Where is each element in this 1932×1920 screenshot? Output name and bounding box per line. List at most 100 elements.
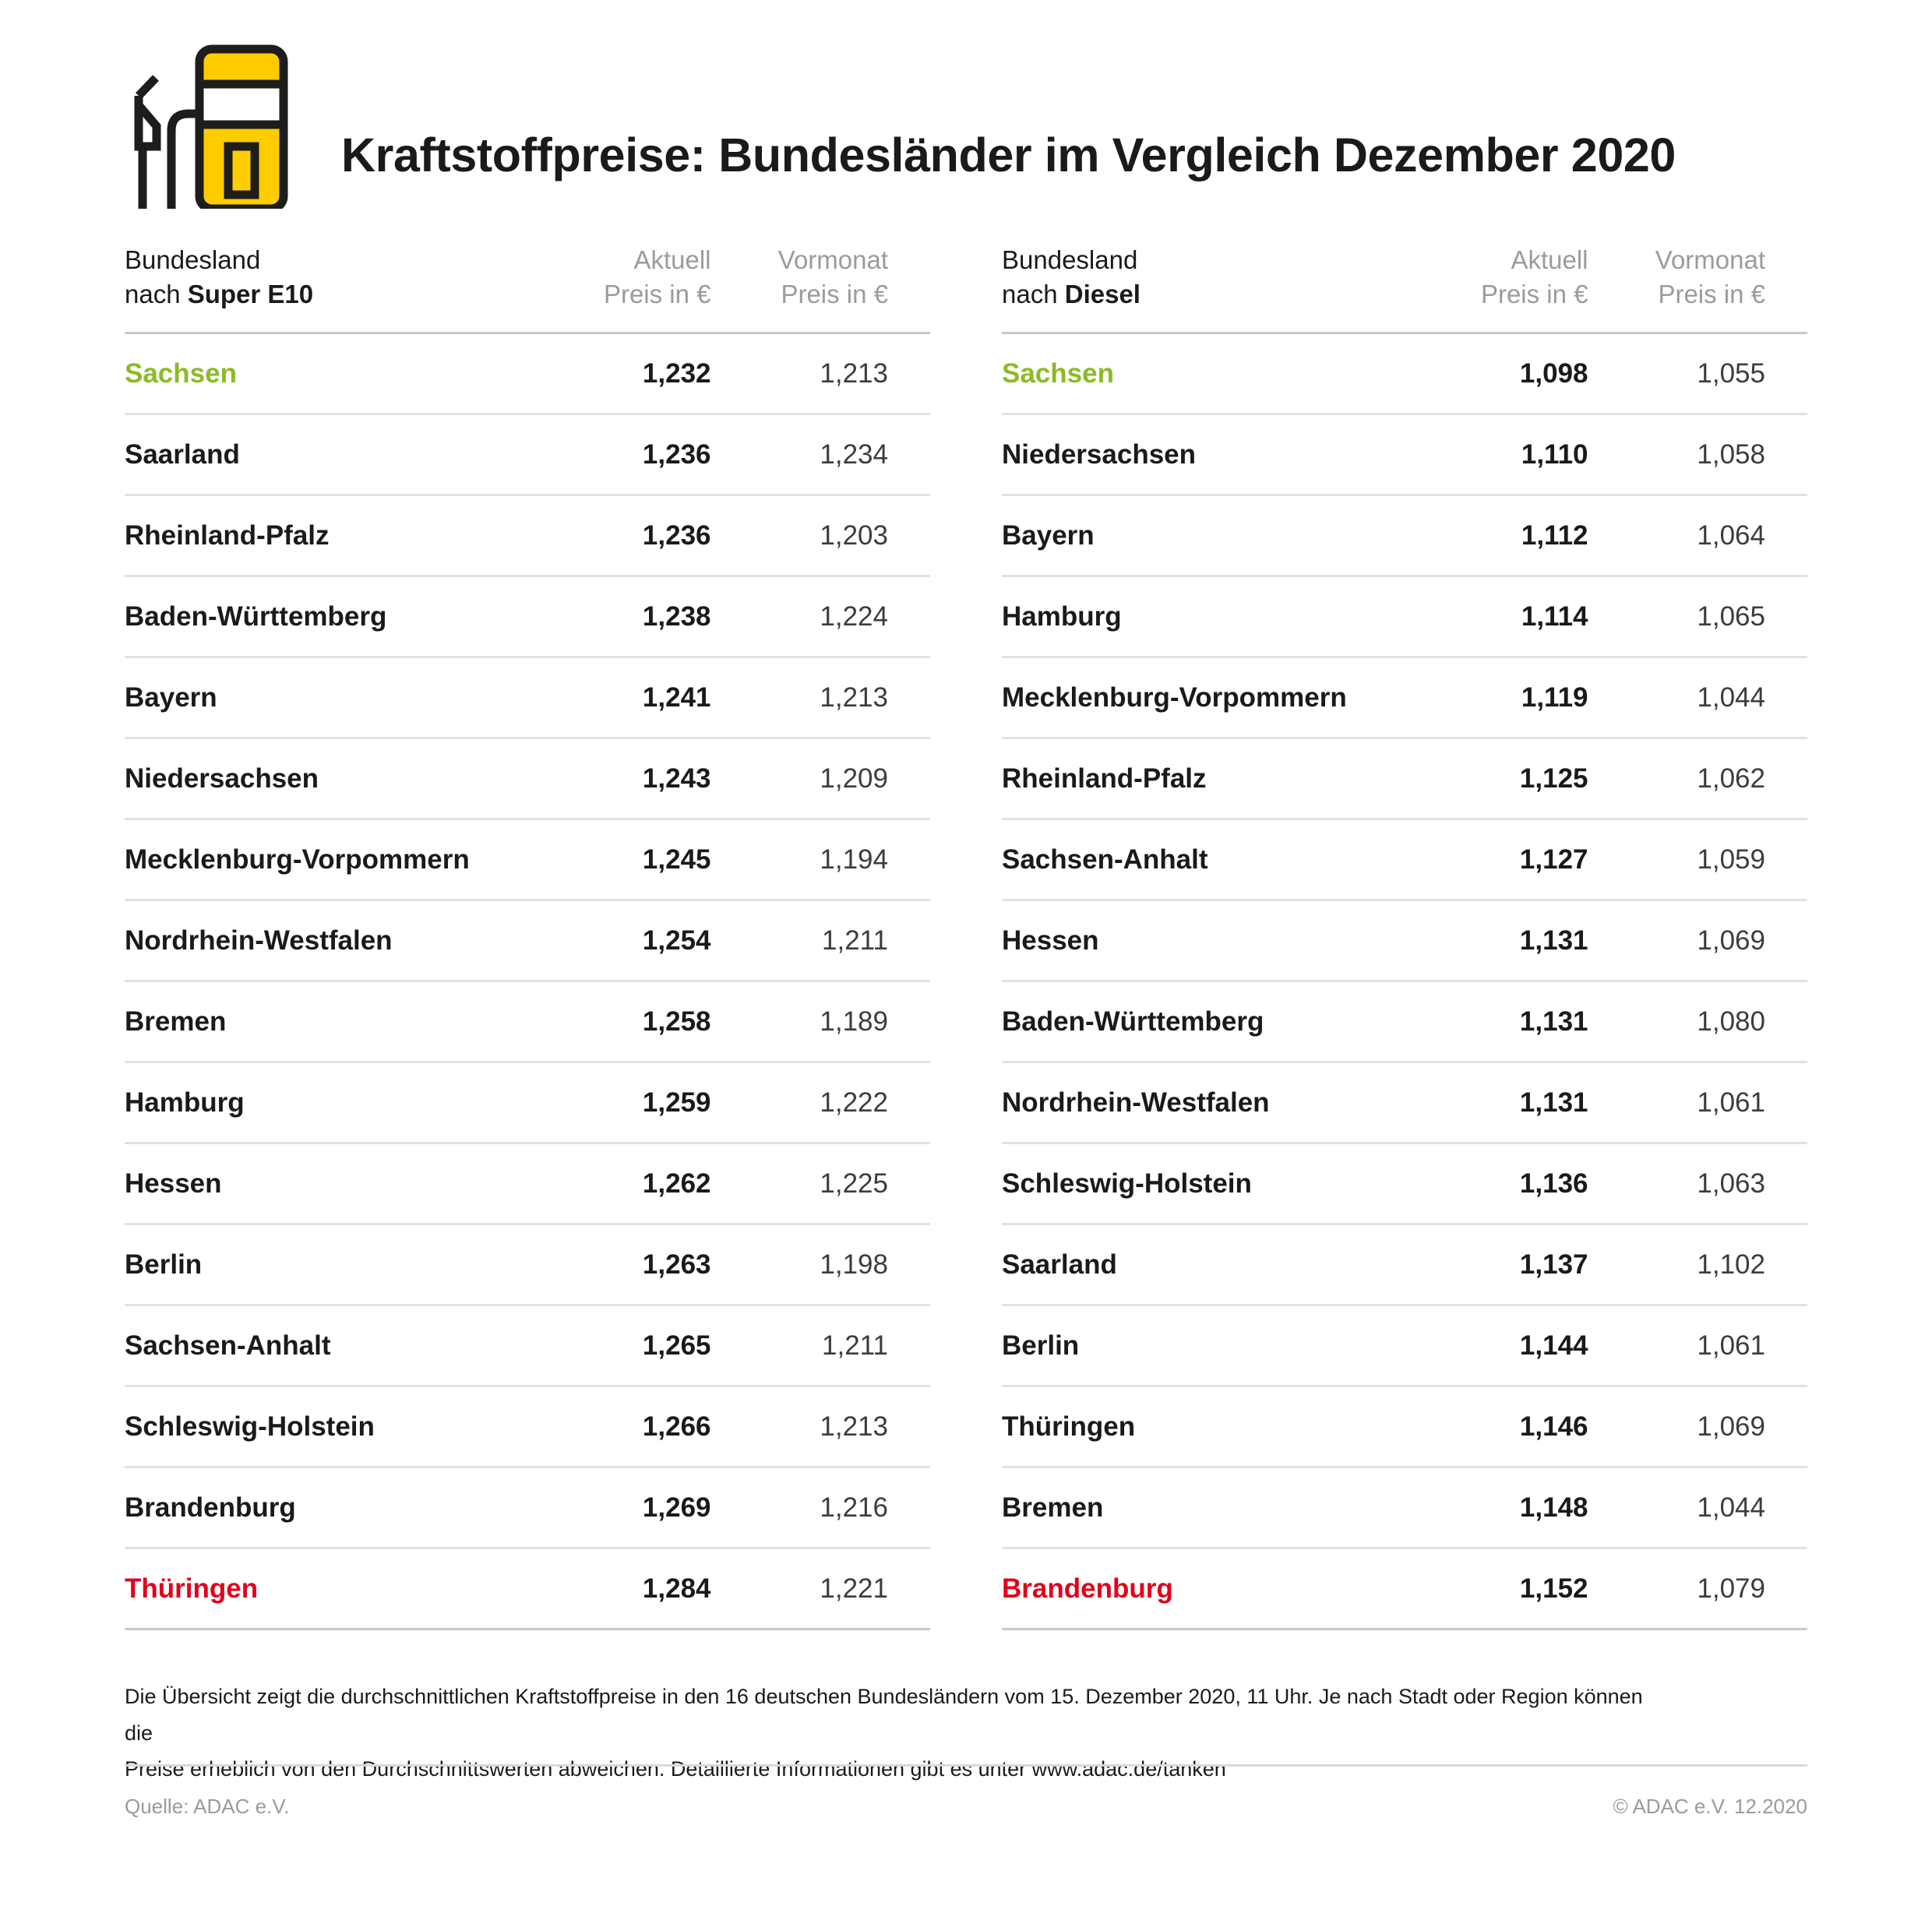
vormonat-label: Vormonat [777,245,888,274]
cell-aktuell-preis: 1,232 [543,332,753,414]
table-row: Baden-Württemberg 1,131 1,080 [1002,980,1807,1062]
cell-vormonat-preis: 1,222 [753,1061,930,1143]
cell-aktuell-preis: 1,110 [1420,413,1631,495]
cell-vormonat-preis: 1,069 [1630,899,1807,981]
table-row: Brandenburg 1,269 1,216 [125,1466,930,1548]
table-row: Schleswig-Holstein 1,136 1,063 [1002,1142,1807,1224]
cell-vormonat-preis: 1,198 [753,1223,930,1305]
cell-vormonat-preis: 1,225 [753,1142,930,1224]
cell-bundesland: Hamburg [1002,575,1421,657]
aktuell-unit-label: Preis in € [1480,280,1588,309]
cell-aktuell-preis: 1,241 [543,656,753,738]
table-row: Mecklenburg-Vorpommern 1,119 1,044 [1002,656,1807,738]
cell-vormonat-preis: 1,079 [1630,1547,1807,1631]
cell-bundesland: Berlin [1002,1304,1421,1386]
nach-label: nach [125,280,188,309]
cell-bundesland: Sachsen [125,332,544,414]
cell-aktuell-preis: 1,265 [543,1304,753,1386]
table-block-diesel: Bundesland nach Diesel Aktuell Preis in … [1002,243,1807,1631]
cell-bundesland: Saarland [1002,1223,1421,1305]
table-row: Baden-Württemberg 1,238 1,224 [125,575,930,657]
cell-aktuell-preis: 1,254 [543,899,753,981]
cell-vormonat-preis: 1,221 [753,1547,930,1631]
fuel-type-label: Diesel [1064,280,1141,309]
aktuell-unit-label: Preis in € [603,280,711,309]
cell-vormonat-preis: 1,224 [753,575,930,657]
table-row: Bremen 1,258 1,189 [125,980,930,1062]
cell-bundesland: Bremen [1002,1466,1421,1548]
table-row: Bayern 1,112 1,064 [1002,494,1807,576]
cell-bundesland: Mecklenburg-Vorpommern [125,818,544,900]
table-row: Niedersachsen 1,243 1,209 [125,737,930,819]
bundesland-label: Bundesland [1002,245,1138,274]
cell-vormonat-preis: 1,061 [1630,1304,1807,1386]
vormonat-unit-label: Preis in € [781,280,888,309]
footnote: Die Übersicht zeigt die durchschnittlich… [0,1630,1792,1787]
cell-bundesland: Bremen [125,980,544,1062]
cell-vormonat-preis: 1,216 [753,1466,930,1548]
cell-bundesland: Baden-Württemberg [125,575,544,657]
aktuell-label: Aktuell [1511,245,1588,274]
cell-bundesland: Brandenburg [1002,1547,1421,1631]
column-header-bundesland: Bundesland nach Super E10 [125,243,544,333]
footer-divider [125,1764,1807,1767]
column-header-aktuell: Aktuell Preis in € [1421,243,1631,333]
cell-vormonat-preis: 1,203 [753,494,930,576]
price-table-super-e10: Bundesland nach Super E10 Aktuell Preis … [125,243,930,1631]
cell-vormonat-preis: 1,063 [1630,1142,1807,1224]
footnote-line-1: Die Übersicht zeigt die durchschnittlich… [125,1685,1643,1745]
cell-aktuell-preis: 1,125 [1420,737,1631,819]
table-row: Sachsen-Anhalt 1,127 1,059 [1002,818,1807,900]
bundesland-label: Bundesland [125,245,261,274]
column-header-bundesland: Bundesland nach Diesel [1002,243,1421,333]
table-row: Bremen 1,148 1,044 [1002,1466,1807,1548]
cell-vormonat-preis: 1,055 [1630,332,1807,414]
cell-bundesland: Schleswig-Holstein [1002,1142,1421,1224]
table-row: Sachsen-Anhalt 1,265 1,211 [125,1304,930,1386]
cell-vormonat-preis: 1,064 [1630,494,1807,576]
table-row: Saarland 1,236 1,234 [125,413,930,495]
cell-vormonat-preis: 1,061 [1630,1061,1807,1143]
cell-bundesland: Berlin [125,1223,544,1305]
cell-bundesland: Mecklenburg-Vorpommern [1002,656,1421,738]
table-row: Rheinland-Pfalz 1,236 1,203 [125,494,930,576]
tables-container: Bundesland nach Super E10 Aktuell Preis … [0,203,1932,1631]
cell-vormonat-preis: 1,062 [1630,737,1807,819]
cell-vormonat-preis: 1,211 [753,1304,930,1386]
cell-aktuell-preis: 1,266 [543,1385,753,1467]
cell-bundesland: Bayern [1002,494,1421,576]
table-row: Berlin 1,263 1,198 [125,1223,930,1305]
column-header-aktuell: Aktuell Preis in € [544,243,753,333]
table-header-super-e10: Bundesland nach Super E10 Aktuell Preis … [125,243,930,333]
cell-bundesland: Nordrhein-Westfalen [125,899,544,981]
cell-aktuell-preis: 1,144 [1420,1304,1631,1386]
cell-aktuell-preis: 1,236 [543,494,753,576]
cell-aktuell-preis: 1,112 [1420,494,1631,576]
cell-bundesland: Niedersachsen [1002,413,1421,495]
cell-vormonat-preis: 1,189 [753,980,930,1062]
cell-vormonat-preis: 1,213 [753,332,930,414]
fuel-pump-icon [125,22,304,213]
table-row: Nordrhein-Westfalen 1,254 1,211 [125,899,930,981]
table-row: Nordrhein-Westfalen 1,131 1,061 [1002,1061,1807,1143]
cell-vormonat-preis: 1,194 [753,818,930,900]
cell-bundesland: Baden-Württemberg [1002,980,1421,1062]
cell-aktuell-preis: 1,127 [1420,818,1631,900]
cell-aktuell-preis: 1,243 [543,737,753,819]
cell-vormonat-preis: 1,080 [1630,980,1807,1062]
cell-aktuell-preis: 1,131 [1420,980,1631,1062]
cell-aktuell-preis: 1,262 [543,1142,753,1224]
cell-aktuell-preis: 1,284 [543,1547,753,1631]
cell-vormonat-preis: 1,044 [1630,1466,1807,1548]
cell-aktuell-preis: 1,098 [1420,332,1631,414]
cell-vormonat-preis: 1,211 [753,899,930,981]
table-row: Niedersachsen 1,110 1,058 [1002,413,1807,495]
table-row: Mecklenburg-Vorpommern 1,245 1,194 [125,818,930,900]
table-row: Thüringen 1,146 1,069 [1002,1385,1807,1467]
fuel-type-label: Super E10 [187,280,314,309]
cell-bundesland: Niedersachsen [125,737,544,819]
cell-vormonat-preis: 1,234 [753,413,930,495]
cell-bundesland: Rheinland-Pfalz [125,494,544,576]
cell-aktuell-preis: 1,136 [1420,1142,1631,1224]
